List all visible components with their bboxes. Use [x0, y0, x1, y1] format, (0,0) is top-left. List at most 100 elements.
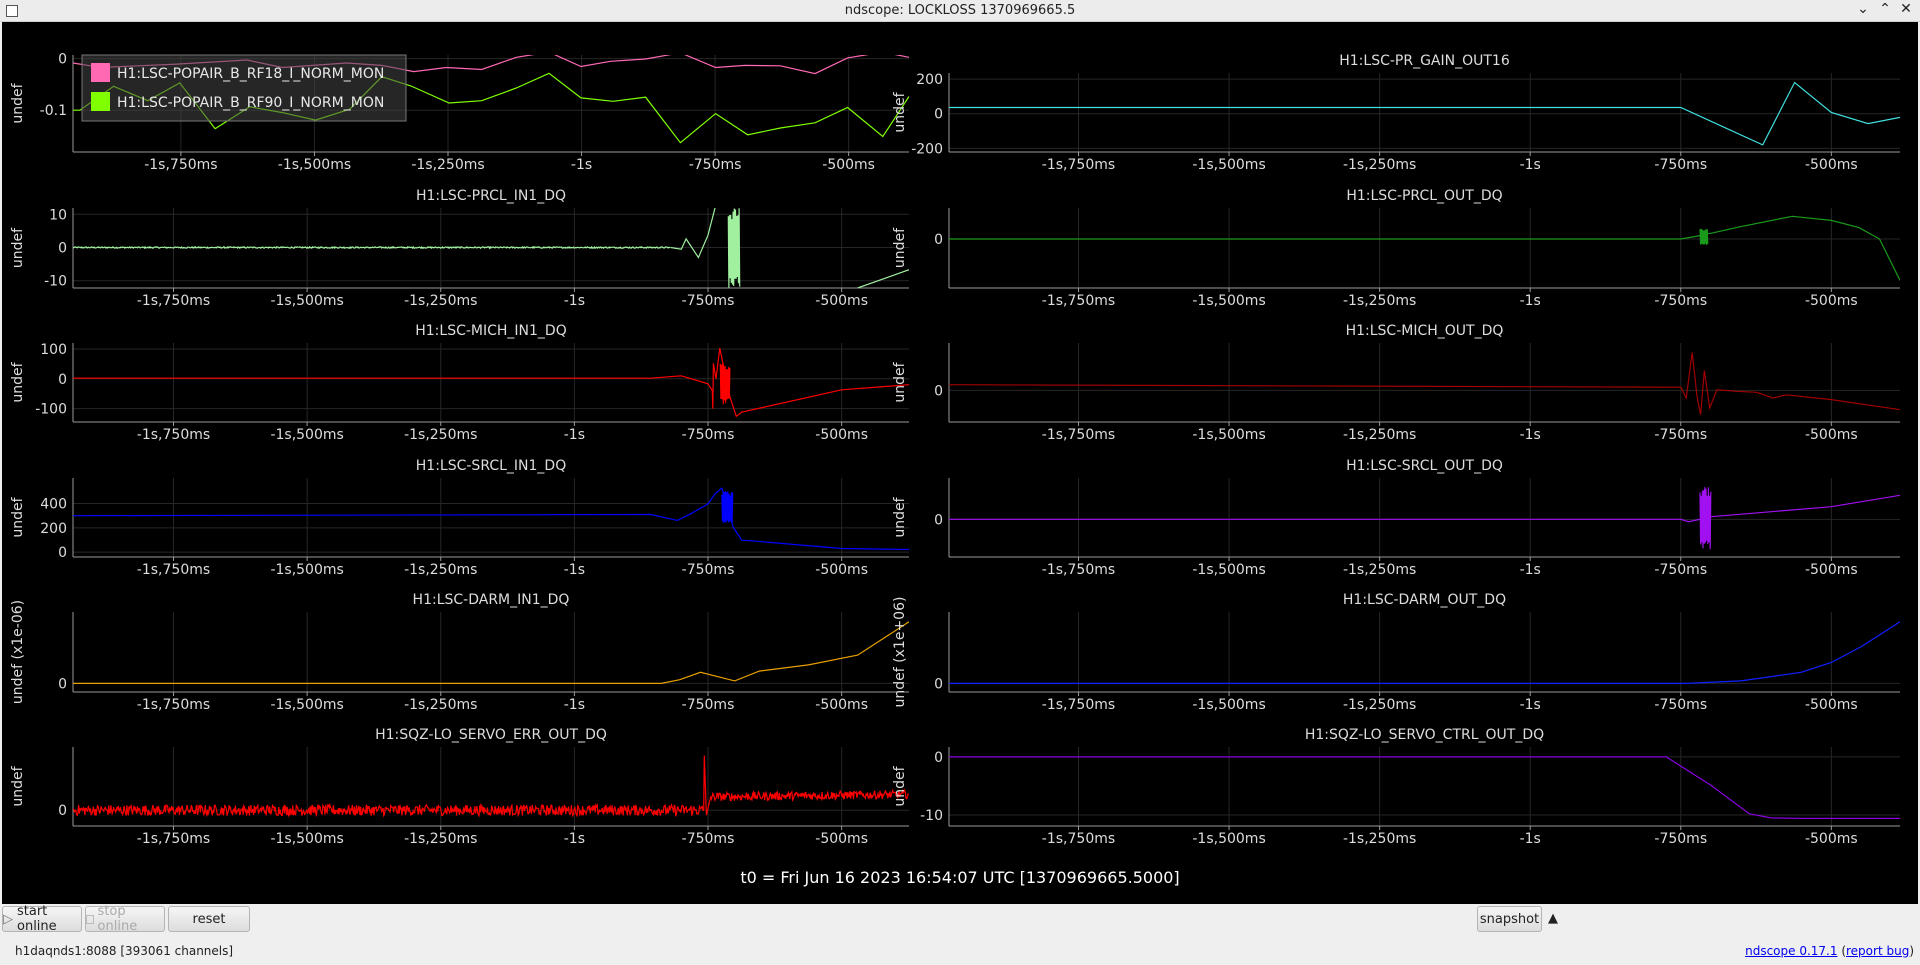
window-titlebar: ndscope: LOCKLOSS 1370969665.5 ⌄ ⌃ ✕ [0, 0, 1920, 22]
y-tick-label: 0 [934, 750, 943, 766]
y-tick-label: 400 [40, 497, 67, 513]
x-tick-label: -1s,500ms [1192, 831, 1265, 847]
snapshot-button[interactable]: snapshot [1477, 906, 1542, 932]
x-tick-label: -1s,750ms [137, 427, 210, 443]
plot-area[interactable]: -1s,750ms -1s,500ms -1s,250ms -1s -750ms -500… [2, 22, 1918, 904]
x-tick-label: -1s [571, 157, 592, 173]
series-line-0 [949, 494, 1900, 523]
plot-6[interactable]: -1s,750ms -1s,500ms -1s,250ms -1s -750ms -500… [10, 458, 909, 578]
plot-9[interactable]: -1s,750ms -1s,500ms -1s,250ms -1s -750ms -500… [892, 592, 1900, 713]
x-tick-label: -1s [564, 562, 585, 578]
series-line-1 [703, 755, 712, 816]
x-tick-label: -750ms [1654, 697, 1707, 713]
x-tick-label: -1s,250ms [1343, 697, 1416, 713]
plot-7[interactable]: -1s,750ms -1s,500ms -1s,250ms -1s -750ms -500… [892, 458, 1900, 578]
series-line-0 [949, 756, 1900, 820]
y-tick-label: 100 [40, 342, 67, 358]
x-tick-label: -500ms [815, 293, 868, 309]
stop-icon [86, 914, 94, 924]
t0-label: t0 = Fri Jun 16 2023 16:54:07 UTC [13709… [740, 868, 1180, 887]
x-tick-label: -500ms [815, 427, 868, 443]
x-tick-label: -750ms [1654, 293, 1707, 309]
series-line-1 [670, 208, 716, 259]
plot-2[interactable]: -1s,750ms -1s,500ms -1s,250ms -1s -750ms -500… [10, 188, 909, 309]
plot-title: H1:LSC-DARM_OUT_DQ [1343, 592, 1506, 608]
x-tick-label: -1s,750ms [137, 831, 210, 847]
plot-11[interactable]: -1s,750ms -1s,500ms -1s,250ms -1s -750ms -500… [892, 727, 1900, 847]
y-axis-label: undef [892, 765, 908, 806]
x-tick-label: -750ms [1654, 831, 1707, 847]
start-online-button[interactable]: ▷ start online [2, 904, 82, 934]
plot-title: H1:LSC-MICH_OUT_DQ [1346, 323, 1504, 339]
x-tick-label: -1s,750ms [1042, 831, 1115, 847]
plot-title: H1:LSC-PRCL_IN1_DQ [416, 188, 566, 204]
x-tick-label: -1s,250ms [1343, 562, 1416, 578]
x-tick-label: -1s,250ms [1343, 831, 1416, 847]
x-tick-label: -1s,500ms [270, 831, 343, 847]
x-tick-label: -500ms [1805, 157, 1858, 173]
legend[interactable]: H1:LSC-POPAIR_B_RF18_I_NORM_MON H1:LSC-PO… [81, 54, 407, 122]
legend-label: H1:LSC-POPAIR_B_RF90_I_NORM_MON [117, 95, 384, 111]
plot-1[interactable]: -1s,750ms -1s,500ms -1s,250ms -1s -750ms -500… [892, 53, 1900, 173]
x-tick-label: -750ms [1654, 157, 1707, 173]
series-burst [1699, 228, 1709, 246]
series-burst [727, 208, 741, 288]
close-icon[interactable]: ✕ [1900, 1, 1912, 17]
series-line-0 [949, 352, 1900, 415]
x-tick-label: -1s,250ms [1343, 427, 1416, 443]
server-status: h1daqnds1:8088 [393061 channels] [15, 944, 234, 958]
series-burst [721, 490, 734, 524]
x-tick-label: -1s [1520, 157, 1541, 173]
y-axis-label: undef [10, 227, 26, 268]
series-line-0 [949, 621, 1900, 685]
x-tick-label: -1s,250ms [1343, 157, 1416, 173]
y-axis-label: undef [10, 361, 26, 402]
x-tick-label: -1s,750ms [1042, 562, 1115, 578]
version-link[interactable]: ndscope 0.17.1 [1745, 944, 1838, 958]
x-tick-label: -750ms [1654, 562, 1707, 578]
x-tick-label: -500ms [815, 697, 868, 713]
y-tick-label: 10 [49, 207, 67, 223]
x-tick-label: -500ms [1805, 427, 1858, 443]
minimize-icon[interactable]: ⌄ [1857, 1, 1869, 17]
y-tick-label: 0 [934, 107, 943, 123]
expand-icon[interactable]: ▲ [1548, 911, 1558, 926]
y-tick-label: -200 [911, 141, 943, 157]
x-tick-label: -1s [1520, 562, 1541, 578]
x-tick-label: -1s,750ms [137, 697, 210, 713]
plot-title: H1:LSC-MICH_IN1_DQ [415, 323, 566, 339]
x-tick-label: -1s,500ms [270, 293, 343, 309]
report-bug-link[interactable]: report bug [1846, 944, 1910, 958]
plot-3[interactable]: -1s,750ms -1s,500ms -1s,250ms -1s -750ms -500… [892, 188, 1900, 309]
legend-box [81, 54, 407, 122]
y-axis-label: undef (x1e-06) [10, 600, 26, 704]
plots-canvas[interactable]: -1s,750ms -1s,500ms -1s,250ms -1s -750ms -500… [2, 22, 1918, 904]
x-tick-label: -1s [564, 697, 585, 713]
app-icon[interactable] [6, 5, 18, 17]
x-tick-label: -1s [1520, 831, 1541, 847]
plot-0[interactable]: -1s,750ms -1s,500ms -1s,250ms -1s -750ms -500… [10, 52, 909, 173]
x-tick-label: -1s,500ms [1192, 293, 1265, 309]
plot-5[interactable]: -1s,750ms -1s,500ms -1s,250ms -1s -750ms -500… [892, 323, 1900, 443]
y-axis-label: undef [892, 227, 908, 268]
plot-10[interactable]: -1s,750ms -1s,500ms -1s,250ms -1s -750ms -500… [10, 727, 909, 847]
y-tick-label: 0 [934, 512, 943, 528]
series-line-0 [73, 621, 909, 685]
legend-label: H1:LSC-POPAIR_B_RF18_I_NORM_MON [117, 66, 384, 82]
x-tick-label: -1s,500ms [270, 697, 343, 713]
maximize-icon[interactable]: ⌃ [1879, 1, 1891, 17]
x-tick-label: -1s,750ms [144, 157, 217, 173]
plot-8[interactable]: -1s,750ms -1s,500ms -1s,250ms -1s -750ms -500… [10, 592, 909, 713]
start-online-label: start online [17, 904, 57, 934]
stop-online-button[interactable]: stop online [85, 904, 165, 934]
y-tick-label: 200 [40, 521, 67, 537]
x-tick-label: -1s,500ms [278, 157, 351, 173]
x-tick-label: -500ms [815, 831, 868, 847]
x-tick-label: -1s,750ms [137, 293, 210, 309]
y-axis-label: undef [892, 91, 908, 132]
reset-button[interactable]: reset [168, 906, 250, 932]
plot-4[interactable]: -1s,750ms -1s,500ms -1s,250ms -1s -750ms -500… [10, 323, 909, 443]
plot-title: H1:LSC-PR_GAIN_OUT16 [1339, 53, 1510, 69]
toolbar: ▷ start online stop online reset snapsho… [0, 904, 1920, 935]
x-tick-label: -1s [564, 427, 585, 443]
